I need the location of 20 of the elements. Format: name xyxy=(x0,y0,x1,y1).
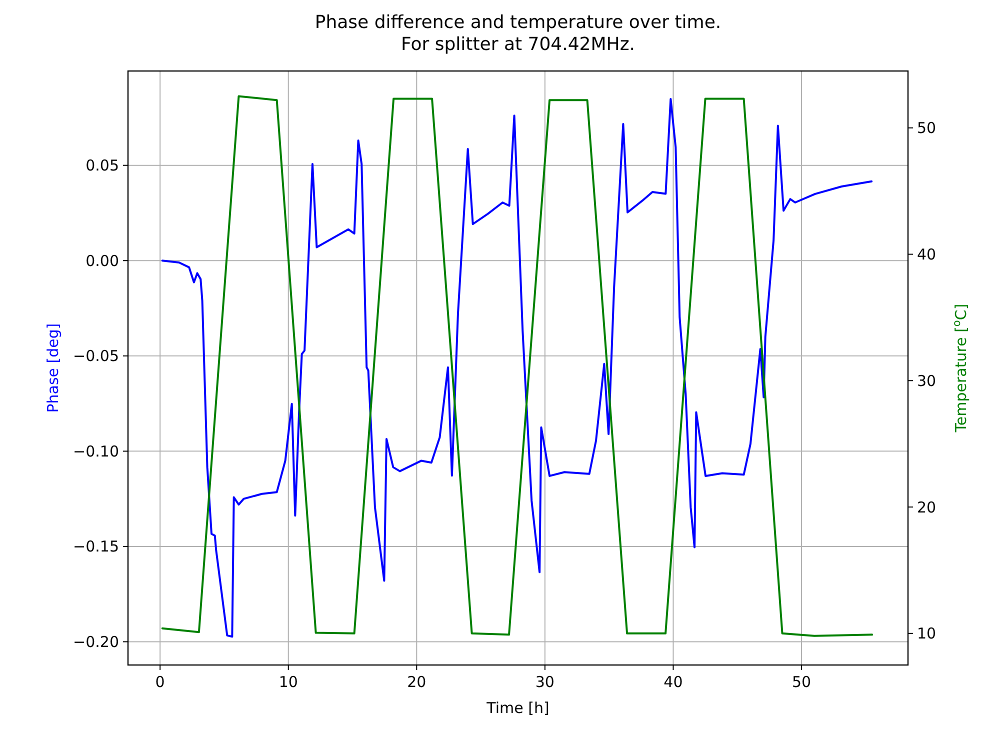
x-tick-label: 50 xyxy=(792,673,812,691)
y2-tick-label: 40 xyxy=(917,246,936,264)
y-tick-label: −0.05 xyxy=(73,347,119,366)
y2-tick-label: 10 xyxy=(917,624,936,643)
x-tick-label: 30 xyxy=(535,673,554,691)
x-tick-label: 20 xyxy=(407,673,426,691)
y-tick-label: 0.00 xyxy=(86,252,119,270)
y-tick-label: 0.05 xyxy=(86,156,119,175)
y2-tick-label: 30 xyxy=(917,372,936,390)
x-tick-label: 40 xyxy=(664,673,683,691)
y-tick-label: −0.10 xyxy=(73,442,119,460)
y2-tick-label: 20 xyxy=(917,498,936,516)
chart-title: Phase difference and temperature over time. For splitter at 704.42MHz. xyxy=(314,12,722,55)
x-tick-label: 10 xyxy=(278,673,298,691)
y-axis-title: Phase [deg] xyxy=(44,323,62,413)
y-tick-label: −0.20 xyxy=(73,633,119,651)
y-tick-label: −0.15 xyxy=(73,538,119,556)
y2-tick-label: 50 xyxy=(917,119,936,138)
x-axis-title: Time [h] xyxy=(486,699,550,717)
x-tick-label: 0 xyxy=(155,673,165,691)
